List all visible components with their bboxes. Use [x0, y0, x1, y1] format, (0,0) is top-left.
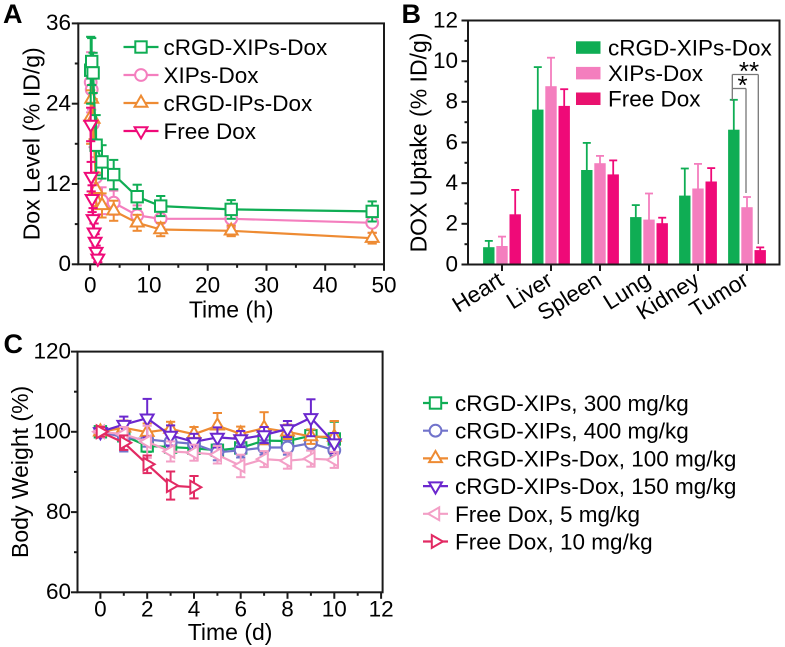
- svg-text:4: 4: [188, 596, 201, 621]
- svg-text:**: **: [739, 56, 759, 86]
- svg-text:DOX Uptake (% ID/g): DOX Uptake (% ID/g): [406, 33, 432, 253]
- svg-text:4: 4: [445, 170, 458, 195]
- svg-text:A: A: [3, 0, 23, 29]
- svg-text:10: 10: [322, 596, 347, 621]
- svg-text:2: 2: [141, 596, 154, 621]
- svg-text:Dox Level (% ID/g): Dox Level (% ID/g): [18, 47, 44, 240]
- svg-text:12: 12: [46, 171, 71, 196]
- svg-text:0: 0: [58, 251, 71, 276]
- svg-text:10: 10: [136, 272, 161, 297]
- svg-text:8: 8: [281, 596, 294, 621]
- svg-text:C: C: [4, 329, 24, 359]
- svg-text:80: 80: [46, 499, 71, 524]
- svg-text:40: 40: [313, 272, 338, 297]
- svg-text:12: 12: [433, 7, 458, 32]
- svg-text:cRGD-IPs-Dox: cRGD-IPs-Dox: [164, 91, 314, 116]
- svg-text:0: 0: [84, 272, 97, 297]
- svg-text:cRGD-XIPs-Dox: cRGD-XIPs-Dox: [164, 35, 329, 60]
- svg-text:0: 0: [94, 596, 107, 621]
- svg-text:Body Weight (%): Body Weight (%): [7, 386, 33, 558]
- svg-text:2: 2: [445, 211, 458, 236]
- svg-text:6: 6: [234, 596, 247, 621]
- svg-text:0: 0: [445, 251, 458, 276]
- svg-text:Free Dox, 10 mg/kg: Free Dox, 10 mg/kg: [455, 530, 653, 555]
- svg-text:30: 30: [254, 272, 279, 297]
- svg-text:cRGD-XIPs, 300 mg/kg: cRGD-XIPs, 300 mg/kg: [455, 391, 689, 416]
- svg-text:cRGD-XIPs-Dox, 100 mg/kg: cRGD-XIPs-Dox, 100 mg/kg: [455, 446, 736, 471]
- svg-text:XIPs-Dox: XIPs-Dox: [164, 63, 260, 88]
- svg-text:cRGD-XIPs, 400 mg/kg: cRGD-XIPs, 400 mg/kg: [455, 419, 689, 444]
- svg-text:6: 6: [445, 129, 458, 154]
- svg-text:*: *: [737, 70, 747, 100]
- svg-text:100: 100: [33, 419, 71, 444]
- svg-text:Free Dox: Free Dox: [164, 119, 257, 144]
- svg-text:Free Dox, 5 mg/kg: Free Dox, 5 mg/kg: [455, 502, 640, 527]
- svg-text:cRGD-XIPs-Dox: cRGD-XIPs-Dox: [608, 36, 773, 61]
- svg-text:8: 8: [445, 89, 458, 114]
- svg-text:36: 36: [46, 10, 71, 35]
- svg-text:10: 10: [433, 48, 458, 73]
- svg-text:Time (h): Time (h): [189, 296, 274, 322]
- svg-text:24: 24: [46, 91, 71, 116]
- svg-text:XIPs-Dox: XIPs-Dox: [608, 61, 704, 86]
- svg-text:50: 50: [371, 272, 396, 297]
- svg-text:12: 12: [369, 596, 394, 621]
- svg-text:cRGD-XIPs-Dox, 150 mg/kg: cRGD-XIPs-Dox, 150 mg/kg: [455, 474, 736, 499]
- svg-text:20: 20: [195, 272, 220, 297]
- svg-text:Free Dox: Free Dox: [608, 87, 701, 112]
- svg-text:B: B: [402, 0, 422, 29]
- svg-text:120: 120: [33, 338, 71, 363]
- svg-text:60: 60: [46, 579, 71, 604]
- svg-text:Time (d): Time (d): [188, 619, 273, 645]
